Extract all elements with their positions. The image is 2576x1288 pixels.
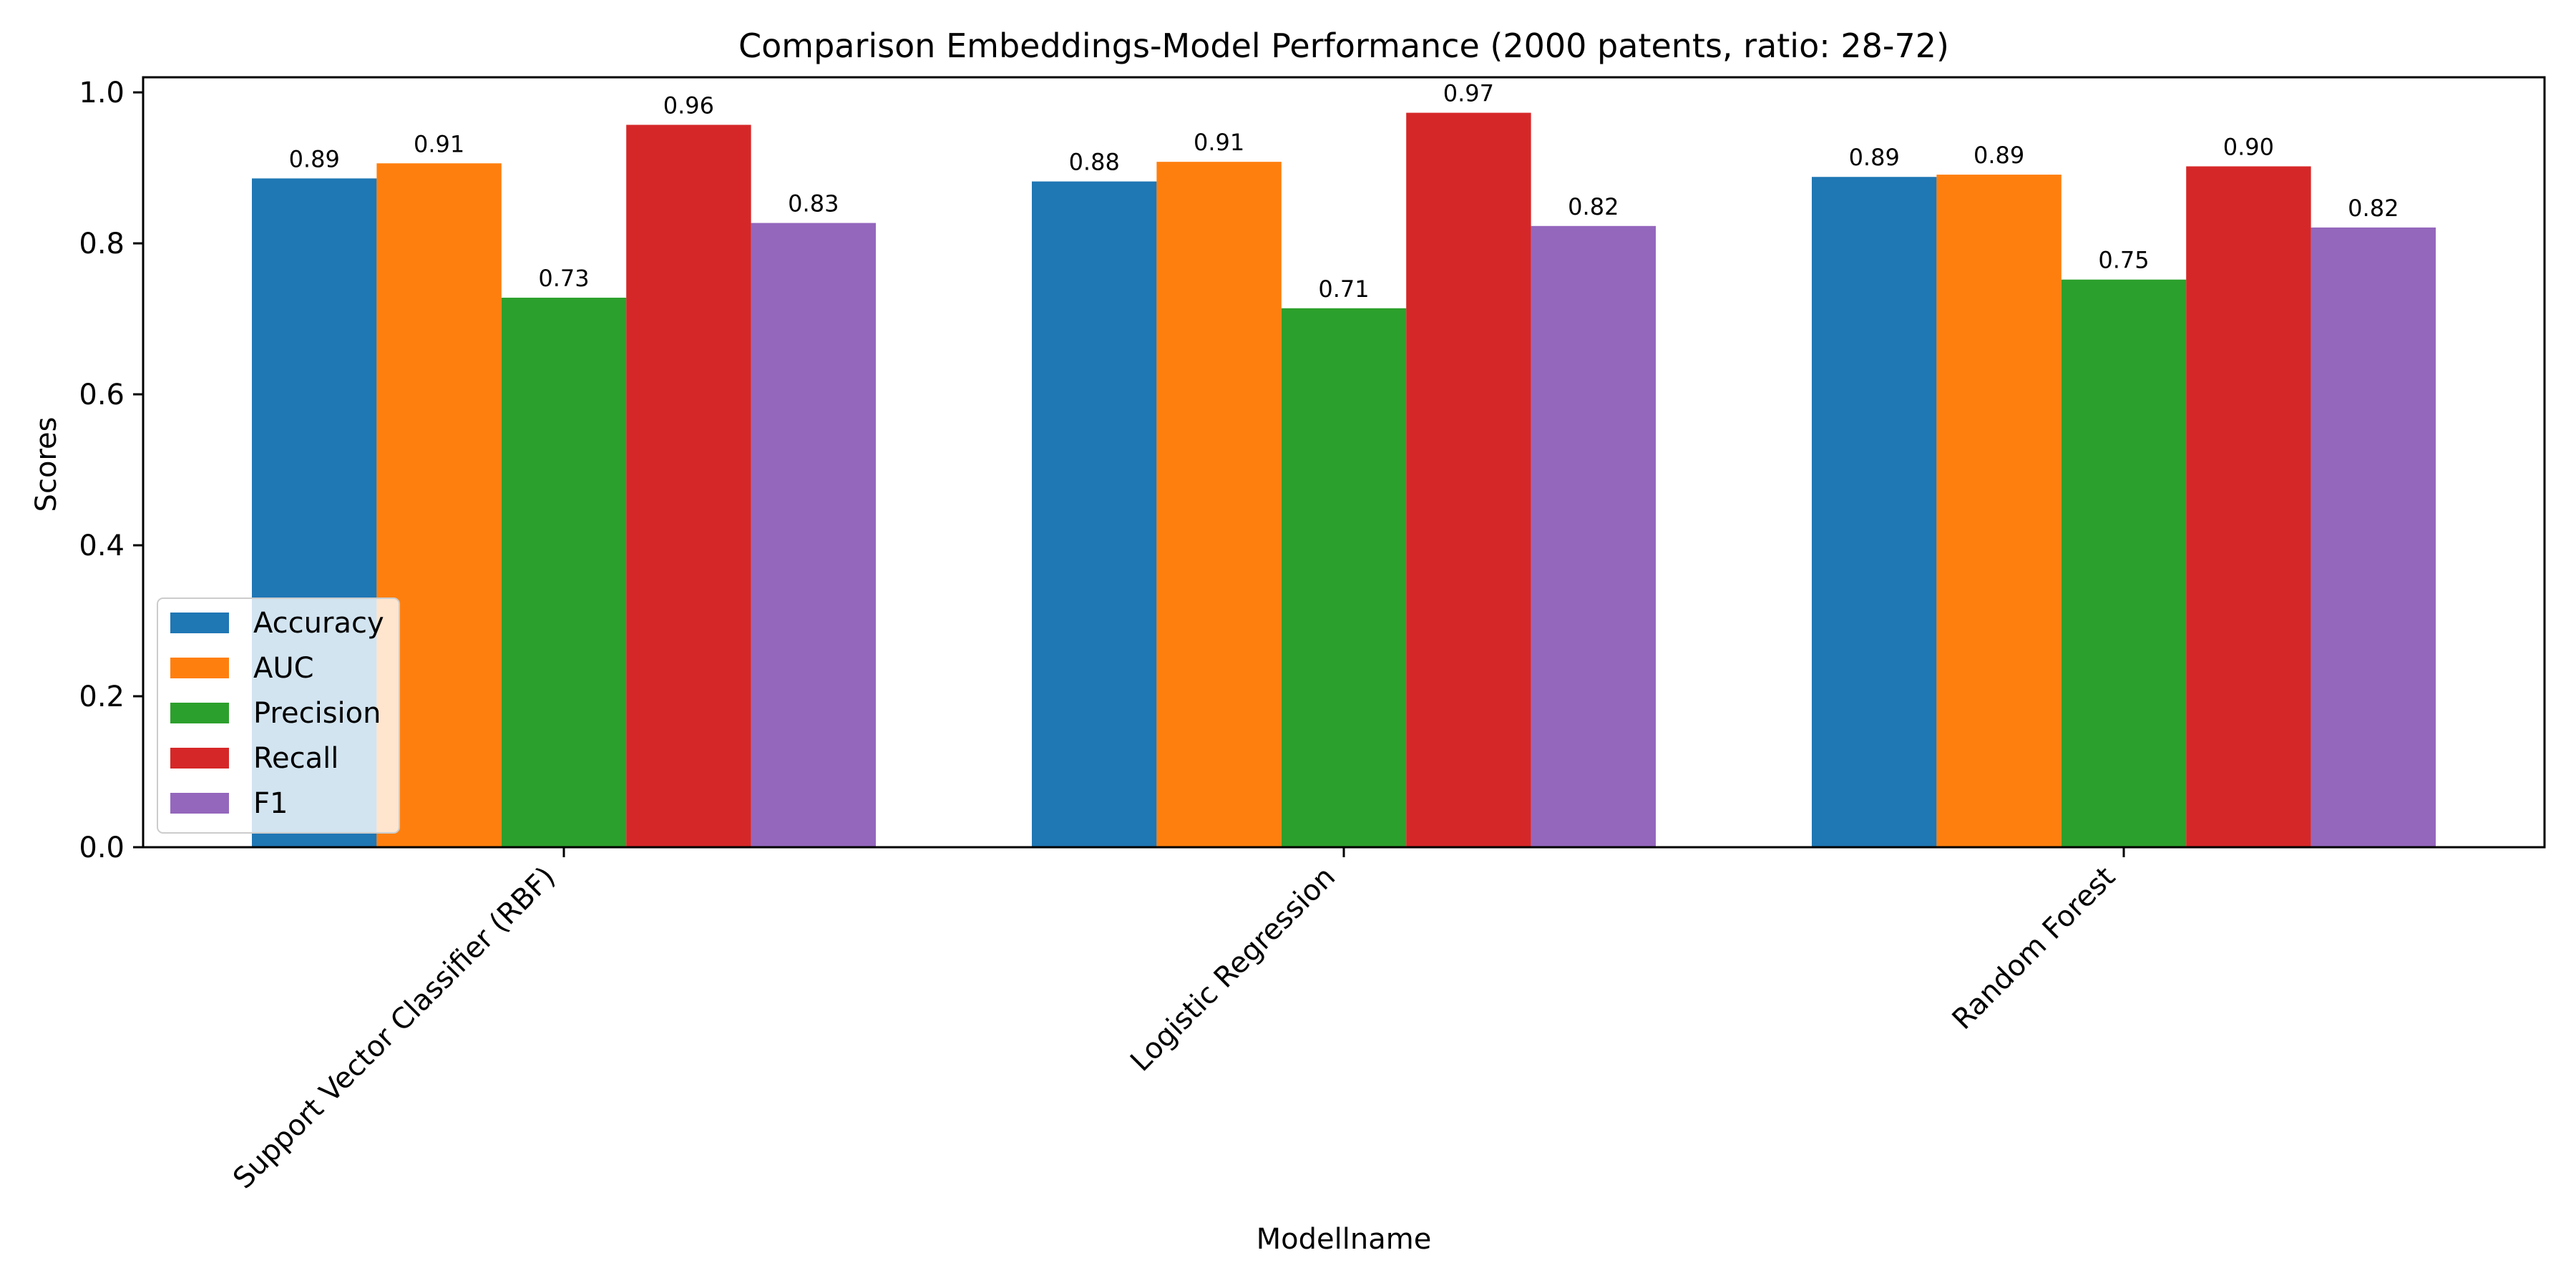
legend-swatch-accuracy	[170, 613, 229, 633]
legend: Accuracy AUC Precision Recall F1	[157, 598, 399, 833]
data-label-recall-0: 0.96	[663, 92, 714, 119]
bar-precision-2	[2062, 280, 2186, 847]
y-tick-label-3: 0.6	[79, 379, 125, 411]
data-label-precision-2: 0.75	[2098, 247, 2149, 274]
y-axis: 0.0 0.2 0.4 0.6 0.8 1.0	[79, 77, 143, 864]
legend-label-auc: AUC	[253, 652, 314, 685]
data-label-f1-2: 0.82	[2348, 195, 2399, 222]
bar-f1-1	[1531, 226, 1656, 847]
data-label-f1-1: 0.82	[1568, 193, 1619, 220]
legend-swatch-auc	[170, 658, 229, 678]
bar-auc-1	[1156, 162, 1281, 847]
y-tick-label-0: 0.0	[79, 831, 125, 864]
bar-f1-2	[2311, 228, 2436, 847]
legend-label-recall: Recall	[253, 742, 338, 775]
y-tick-label-1: 0.2	[79, 680, 125, 713]
x-tick-label-2: Random Forest	[1946, 861, 2122, 1036]
x-axis-label: Modellname	[1257, 1223, 1432, 1256]
x-tick-label-1: Logistic Regression	[1124, 861, 1342, 1078]
chart-title: Comparison Embeddings-Model Performance …	[738, 26, 1949, 65]
x-tick-label-0: Support Vector Classifier (RBF)	[227, 861, 562, 1196]
bar-recall-2	[2186, 166, 2311, 847]
y-tick-label-5: 1.0	[79, 77, 125, 109]
bar-recall-1	[1406, 113, 1531, 847]
data-label-auc-0: 0.91	[414, 130, 464, 157]
legend-swatch-precision	[170, 703, 229, 723]
x-axis: Support Vector Classifier (RBF) Logistic …	[227, 847, 2124, 1195]
data-label-precision-1: 0.71	[1318, 275, 1369, 303]
legend-swatch-f1	[170, 793, 229, 814]
data-label-recall-2: 0.90	[2223, 133, 2274, 160]
bar-f1-0	[751, 223, 876, 847]
data-label-precision-0: 0.73	[538, 265, 589, 292]
bar-auc-2	[1936, 175, 2061, 847]
data-label-accuracy-1: 0.88	[1069, 149, 1120, 176]
legend-label-f1: F1	[253, 787, 288, 820]
bars-group	[252, 113, 2436, 847]
legend-label-accuracy: Accuracy	[253, 607, 384, 640]
data-label-recall-1: 0.97	[1443, 80, 1494, 107]
data-label-accuracy-2: 0.89	[1849, 144, 1900, 171]
bar-recall-0	[626, 125, 751, 847]
y-tick-label-4: 0.8	[79, 228, 125, 260]
data-label-auc-2: 0.89	[1974, 142, 2024, 169]
bar-accuracy-2	[1812, 177, 1936, 847]
data-label-auc-1: 0.91	[1194, 129, 1244, 156]
legend-swatch-recall	[170, 748, 229, 769]
bar-accuracy-1	[1032, 182, 1156, 847]
bar-precision-0	[502, 298, 626, 847]
y-axis-label: Scores	[30, 417, 63, 512]
bar-precision-1	[1282, 308, 1406, 847]
data-label-accuracy-0: 0.89	[289, 145, 340, 172]
legend-label-precision: Precision	[253, 697, 381, 730]
y-tick-label-2: 0.4	[79, 530, 125, 562]
data-labels-group: 0.89 0.88 0.89 0.91 0.91 0.89 0.73 0.71 0.75 0.96…	[289, 80, 2399, 303]
data-label-f1-0: 0.83	[788, 190, 839, 218]
